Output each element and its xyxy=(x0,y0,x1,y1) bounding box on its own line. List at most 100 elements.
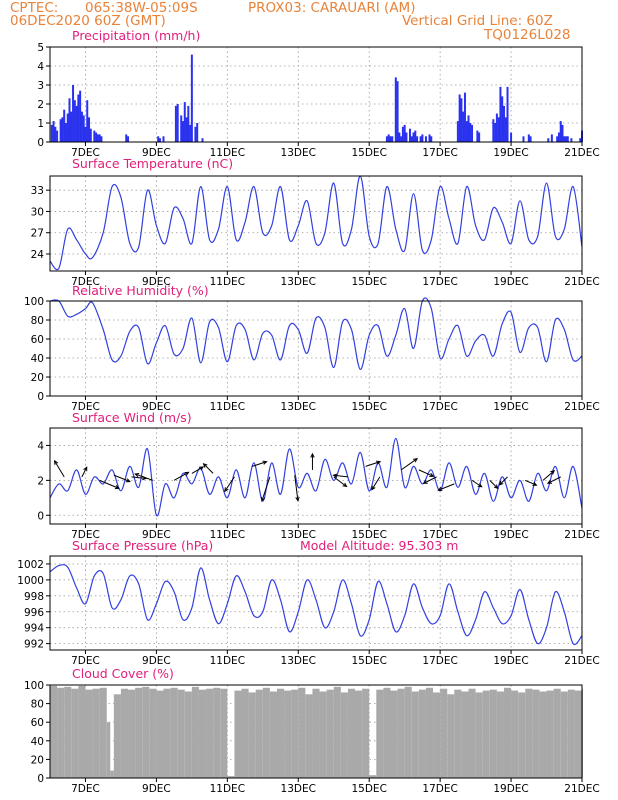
cloud-bar xyxy=(390,690,398,778)
precip-bar xyxy=(80,111,83,142)
precip-bar xyxy=(527,134,530,142)
precip-bar xyxy=(403,124,406,142)
precip-bar xyxy=(501,96,504,142)
wind-vector xyxy=(371,476,381,490)
precip-bar xyxy=(566,136,569,142)
cloud-bar xyxy=(511,690,519,778)
precip-bar xyxy=(95,132,98,142)
cloud-bar xyxy=(539,691,547,778)
y-tick-label: 40 xyxy=(31,353,44,365)
precip-bar xyxy=(476,130,479,142)
precip-bar xyxy=(158,138,161,142)
precip-bar xyxy=(465,121,468,142)
cloud-bar xyxy=(425,687,434,778)
wind-vector-head xyxy=(376,460,382,465)
wind-vector-head xyxy=(422,479,428,484)
wind-vector xyxy=(203,463,214,474)
cloud-bar xyxy=(376,689,384,778)
cloud-bar xyxy=(184,691,192,778)
cloud-bar xyxy=(454,689,462,778)
wind-vector-head xyxy=(332,473,338,478)
x-tick-label: 19DEC xyxy=(493,783,528,795)
precip-bar xyxy=(190,54,193,142)
cloud-bar xyxy=(418,689,426,778)
x-tick-label: 11DEC xyxy=(210,147,245,159)
panel-frame xyxy=(49,427,583,525)
precip-bar xyxy=(497,117,500,142)
x-tick-label: 19DEC xyxy=(493,276,528,288)
precip-bar xyxy=(66,113,69,142)
x-tick-label: 13DEC xyxy=(281,783,316,795)
precip-bar xyxy=(125,134,128,142)
precip-bar xyxy=(157,136,160,142)
x-tick-label: 17DEC xyxy=(422,783,457,795)
precip-bar xyxy=(127,136,130,142)
precip-bar xyxy=(559,121,562,142)
precip-bar xyxy=(401,126,404,142)
x-tick-label: 21DEC xyxy=(564,529,599,541)
header-coordinates: 065:38W-05:09S xyxy=(85,0,198,16)
wind-vector xyxy=(113,474,131,482)
x-tick-label: 9DEC xyxy=(142,783,171,795)
cloud-bar xyxy=(213,687,221,778)
cloud-bar xyxy=(284,690,292,778)
precip-bar xyxy=(75,105,78,142)
header-date: 06DEC2020 60Z (GMT) xyxy=(10,13,166,29)
precip-bar xyxy=(412,132,415,142)
cloud-bar xyxy=(170,687,178,778)
cloud-bar xyxy=(149,688,157,778)
cloud-bar xyxy=(50,685,58,778)
precip-bar xyxy=(494,123,497,142)
y-tick-label: 4 xyxy=(37,61,44,73)
precip-bar xyxy=(419,136,422,142)
precip-bar xyxy=(561,124,564,142)
panel-1: Surface Temperature (nC) 24 27 30 33 7DEC 9DEC… xyxy=(31,156,600,288)
y-tick-label: 100 xyxy=(24,296,44,308)
cloud-bar xyxy=(369,775,377,778)
precip-bar xyxy=(50,124,53,142)
precip-bar xyxy=(77,94,80,142)
x-tick-label: 11DEC xyxy=(210,276,245,288)
precip-bar xyxy=(492,119,495,142)
panel-frame xyxy=(49,555,583,651)
y-tick-label: 30 xyxy=(31,206,44,218)
x-tick-label: 15DEC xyxy=(351,529,386,541)
precip-bar xyxy=(394,77,397,142)
wind-vector xyxy=(418,469,434,477)
x-tick-label: 7DEC xyxy=(71,783,100,795)
cloud-bar xyxy=(567,689,575,778)
precip-bar xyxy=(563,136,566,142)
wind-vector xyxy=(224,476,235,492)
wind-vector-head xyxy=(310,452,315,458)
y-tick-label: 40 xyxy=(31,736,44,748)
x-tick-label: 17DEC xyxy=(422,147,457,159)
x-tick-label: 15DEC xyxy=(351,147,386,159)
precip-bar xyxy=(506,86,509,142)
precip-bar xyxy=(93,130,96,142)
cloud-bar xyxy=(120,688,129,778)
y-tick-label: 5 xyxy=(37,42,44,54)
cloud-bar xyxy=(433,692,441,778)
precip-bar xyxy=(499,86,502,142)
panel-frame xyxy=(49,175,583,272)
precip-bar xyxy=(52,121,55,142)
y-tick-label: 994 xyxy=(24,623,44,635)
cloud-bar xyxy=(220,688,228,778)
y-tick-label: 100 xyxy=(24,680,44,692)
wind-vector-head xyxy=(550,470,556,475)
x-tick-label: 15DEC xyxy=(351,401,386,413)
cloud-bar xyxy=(340,692,348,778)
x-tick-label: 17DEC xyxy=(422,529,457,541)
cloud-bar xyxy=(305,694,313,778)
wind-vector-head xyxy=(437,486,443,492)
precip-bar xyxy=(547,138,550,142)
precip-bar xyxy=(387,134,390,142)
cloud-bar xyxy=(447,694,455,778)
wind-vector xyxy=(471,479,482,488)
cloud-bar xyxy=(227,776,235,778)
x-tick-label: 19DEC xyxy=(493,147,528,159)
x-tick-label: 9DEC xyxy=(142,147,171,159)
cloud-bar xyxy=(85,689,93,778)
cloud-bar xyxy=(326,689,334,778)
wind-vector-head xyxy=(532,481,538,486)
